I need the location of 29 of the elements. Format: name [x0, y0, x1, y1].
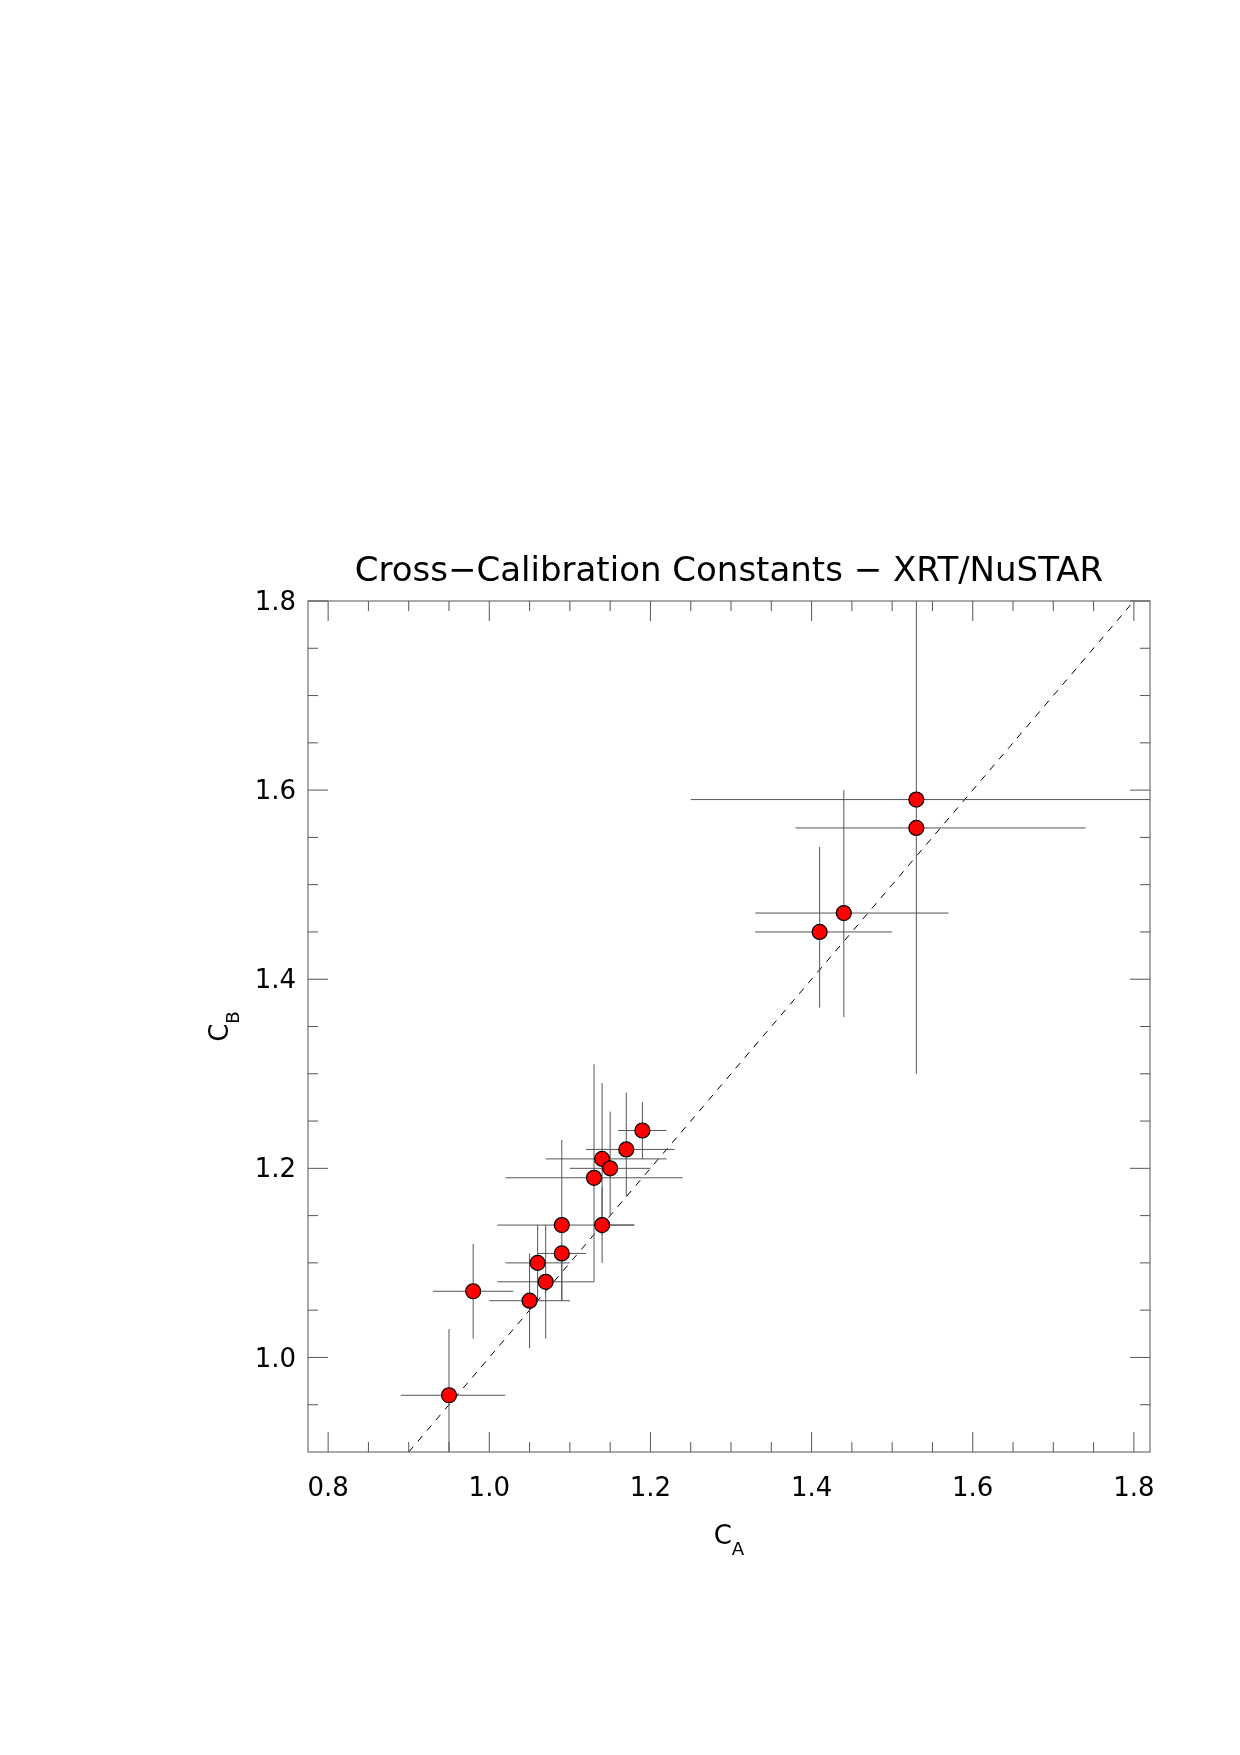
y-tick-label: 1.0 — [254, 1342, 296, 1373]
x-axis-title: C$_{A}$ — [713, 1520, 745, 1559]
x-tick-label: 0.8 — [307, 1472, 349, 1502]
point — [465, 1283, 482, 1300]
point — [908, 819, 925, 837]
point — [602, 1160, 619, 1177]
point — [537, 1273, 554, 1290]
point — [618, 1141, 635, 1158]
chart-title: Cross−Calibration Constants − XRT/NuSTAR — [354, 549, 1104, 589]
point — [835, 904, 852, 922]
point — [440, 1387, 458, 1404]
x-tick-label: 1.8 — [1113, 1472, 1155, 1502]
point — [521, 1292, 538, 1309]
point — [553, 1245, 570, 1262]
y-tick-label: 1.2 — [254, 1153, 296, 1184]
point — [529, 1254, 546, 1271]
point — [634, 1122, 651, 1139]
point — [594, 1216, 611, 1234]
x-tick-label: 1.2 — [629, 1472, 672, 1502]
point — [585, 1169, 603, 1186]
x-tick-label: 1.0 — [468, 1472, 510, 1502]
point — [908, 791, 925, 808]
y-tick-label: 1.8 — [254, 586, 296, 617]
y-tick-label: 1.4 — [254, 964, 296, 995]
x-tick-label: 1.4 — [790, 1472, 833, 1502]
point — [553, 1216, 570, 1234]
x-tick-label: 1.6 — [952, 1472, 994, 1502]
point — [811, 923, 828, 941]
y-tick-label: 1.6 — [254, 775, 296, 806]
